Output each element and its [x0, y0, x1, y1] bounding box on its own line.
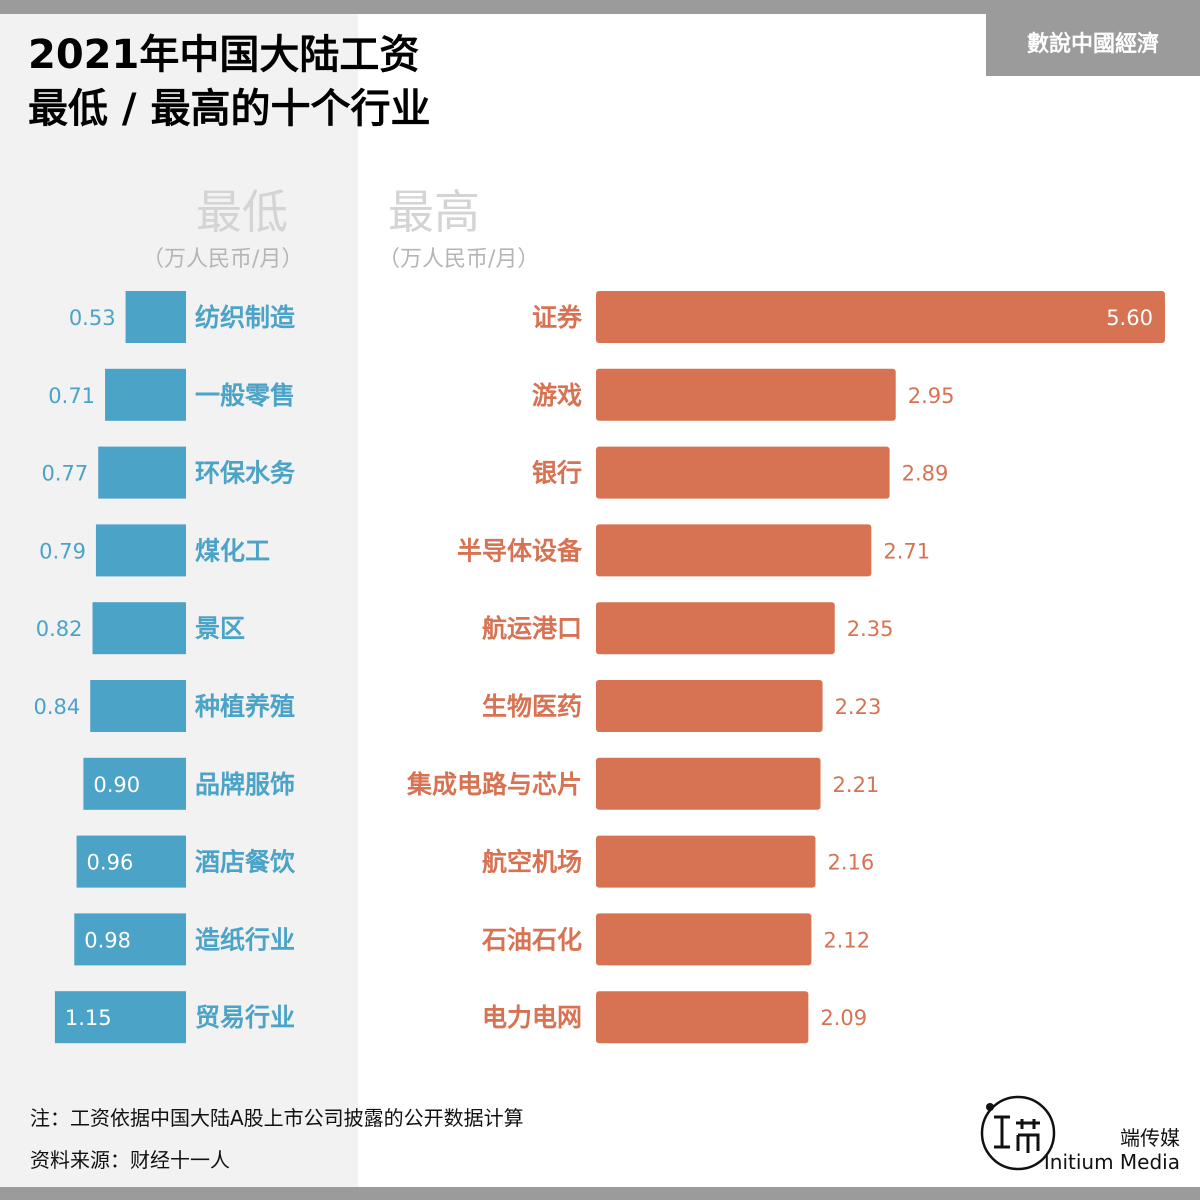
high-bar — [596, 446, 890, 499]
low-value-label: 0.79 — [39, 539, 86, 563]
high-bar — [596, 602, 835, 655]
high-category-label: 银行 — [532, 459, 582, 488]
low-value-label: 0.84 — [33, 695, 80, 719]
low-category-label: 景区 — [195, 614, 245, 643]
low-header: 最低 — [196, 185, 288, 239]
high-category-label: 游戏 — [532, 381, 582, 410]
high-header: 最高 — [388, 185, 480, 239]
high-category-label: 半导体设备 — [457, 536, 583, 565]
low-category-label: 造纸行业 — [195, 925, 295, 954]
source-note: 资料来源：财经十一人 — [30, 1148, 230, 1172]
high-category-label: 集成电路与芯片 — [406, 770, 582, 799]
low-value-label: 0.96 — [87, 851, 134, 875]
high-bar — [596, 991, 809, 1044]
low-bar — [92, 602, 186, 655]
low-category-label: 环保水务 — [195, 459, 295, 488]
high-category-label: 证券 — [532, 303, 583, 332]
high-value-label: 2.21 — [833, 773, 880, 797]
section-badge: 數說中國經濟 — [986, 14, 1200, 76]
low-bar — [76, 835, 186, 888]
low-category-label: 一般零售 — [195, 381, 295, 410]
high-bar — [596, 835, 816, 888]
low-bar — [125, 291, 186, 343]
low-category-label: 贸易行业 — [195, 1003, 295, 1032]
high-value-label: 2.16 — [827, 851, 874, 875]
high-bar — [596, 368, 896, 421]
high-unit: （万人民币/月） — [378, 247, 540, 272]
brand-en: Initium Media — [1043, 1150, 1180, 1174]
low-category-label: 纺织制造 — [195, 303, 295, 332]
high-category-label: 石油石化 — [481, 925, 582, 954]
high-bar — [596, 757, 821, 810]
low-value-label: 0.90 — [93, 773, 140, 797]
bottom-strip — [0, 1187, 1200, 1200]
high-category-label: 航空机场 — [482, 848, 582, 877]
low-category-label: 种植养殖 — [195, 692, 295, 721]
high-value-label: 2.23 — [835, 695, 882, 719]
chart-title: 2021年中国大陆工资 最低 / 最高的十个行业 — [28, 28, 430, 136]
title-line-1: 2021年中国大陆工资 — [28, 32, 420, 78]
high-value-label: 2.89 — [902, 462, 949, 486]
high-bar — [596, 913, 812, 966]
high-value-label: 2.09 — [820, 1006, 867, 1030]
low-bar — [98, 446, 186, 499]
low-value-label: 0.77 — [41, 462, 88, 486]
low-value-label: 0.98 — [84, 928, 131, 952]
footnote: 注：工资依据中国大陆A股上市公司披露的公开数据计算 — [30, 1106, 524, 1130]
high-bar — [596, 680, 823, 732]
high-category-label: 航运港口 — [482, 614, 582, 643]
high-bar — [596, 524, 872, 577]
low-value-label: 0.71 — [48, 384, 95, 408]
top-strip — [0, 0, 1200, 14]
low-bar — [90, 680, 186, 732]
low-value-label: 0.82 — [36, 617, 83, 641]
low-category-label: 品牌服饰 — [195, 770, 295, 799]
high-value-label: 2.95 — [908, 384, 955, 408]
high-value-label: 2.35 — [847, 617, 894, 641]
high-category-label: 生物医药 — [482, 692, 582, 721]
low-bar — [83, 757, 186, 810]
high-category-label: 电力电网 — [482, 1003, 582, 1032]
brand-cn: 端传媒 — [1120, 1126, 1180, 1150]
high-value-label: 2.71 — [883, 539, 930, 563]
low-category-label: 酒店餐饮 — [195, 848, 296, 877]
title-line-2: 最低 / 最高的十个行业 — [28, 86, 431, 132]
low-value-label: 0.53 — [69, 306, 116, 330]
low-unit: （万人民币/月） — [142, 247, 304, 272]
low-value-label: 1.15 — [65, 1006, 112, 1030]
low-category-label: 煤化工 — [195, 536, 270, 565]
initium-logo-icon — [980, 1095, 1056, 1171]
low-bar — [74, 913, 186, 966]
high-bar — [596, 291, 1165, 343]
high-value-label: 2.12 — [823, 928, 870, 952]
high-value-label: 5.60 — [1106, 306, 1153, 330]
low-bar — [105, 368, 186, 421]
low-bar — [54, 991, 187, 1044]
low-bar — [95, 524, 186, 577]
